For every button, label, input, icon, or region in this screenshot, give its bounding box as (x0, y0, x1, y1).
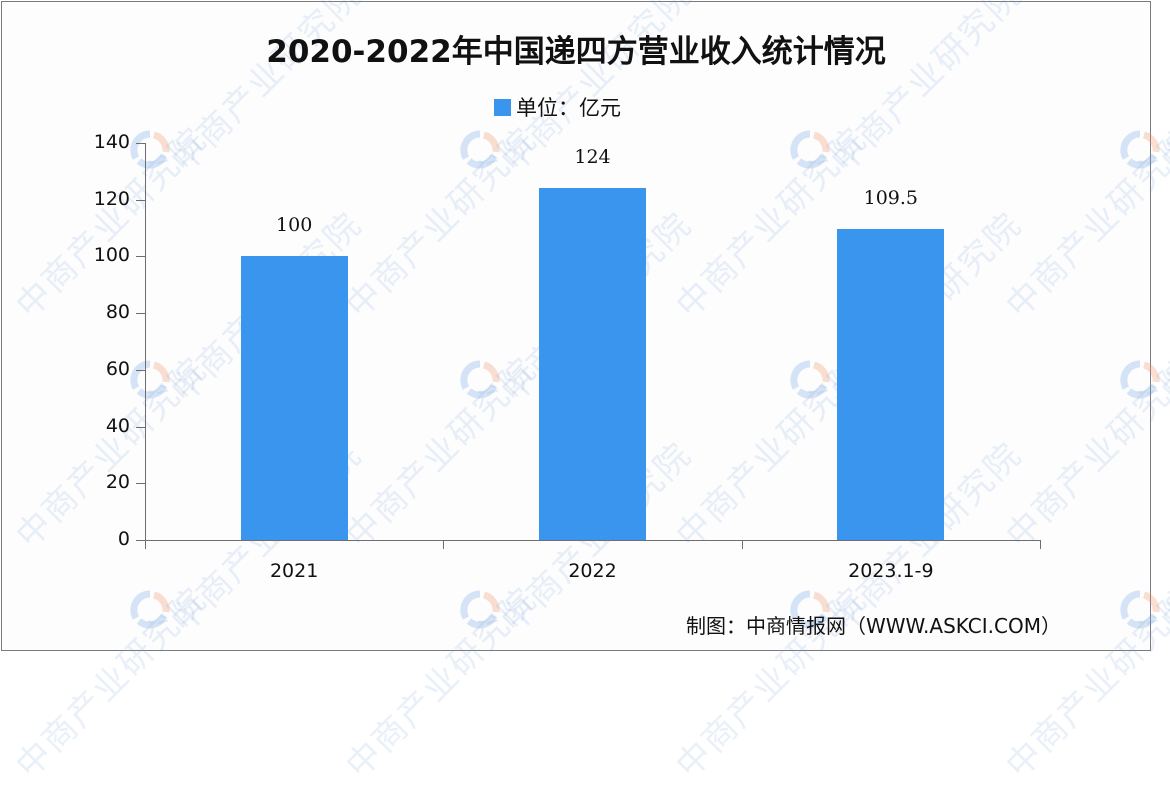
bar-2021 (240, 256, 348, 540)
y-axis-tick (136, 143, 145, 144)
y-axis-tick (136, 540, 145, 541)
legend-swatch-icon (494, 98, 511, 116)
y-axis-tick-label: 40 (105, 414, 130, 437)
chart-title: 2020-2022年中国递四方营业收入统计情况 (266, 34, 886, 70)
legend: 单位：亿元 (494, 92, 621, 122)
x-axis-tick (1040, 540, 1041, 549)
bar-2022 (539, 188, 646, 540)
bar-value-label: 100 (276, 214, 313, 237)
x-axis-category-label: 2023.1-9 (848, 560, 934, 582)
y-axis-tick-label: 80 (105, 301, 130, 324)
y-axis-tick (136, 483, 145, 485)
y-axis-line (145, 143, 146, 541)
x-axis-category-label: 2021 (269, 560, 319, 582)
watermark-text: 中商产业研究院 (1153, 434, 1170, 642)
y-axis-tick-label: 0 (117, 528, 130, 550)
bar-2023.1-9 (837, 229, 945, 540)
y-axis-tick-label: 60 (105, 357, 130, 380)
bar-value-label: 109.5 (863, 187, 919, 210)
y-axis-tick (136, 313, 145, 315)
watermark-text: 中商产业研究院 (1153, 204, 1170, 412)
y-axis-tick (136, 199, 145, 201)
x-axis-tick (443, 540, 445, 549)
y-axis-tick-label: 120 (93, 187, 130, 210)
bar-value-label: 124 (574, 146, 611, 169)
x-axis-tick (741, 540, 743, 549)
y-axis-tick (136, 369, 145, 371)
y-axis-tick (136, 256, 145, 258)
x-axis-line (145, 540, 1041, 541)
x-axis-tick (145, 540, 146, 549)
y-axis-tick (136, 426, 145, 428)
y-axis-tick-label: 100 (93, 244, 130, 267)
x-axis-category-label: 2022 (568, 560, 617, 582)
legend-label: 单位：亿元 (516, 96, 621, 120)
y-axis-tick-label: 20 (105, 471, 130, 494)
source-note: 制图：中商情报网（WWW.ASKCI.COM） (686, 614, 1061, 638)
y-axis-tick-label: 140 (93, 131, 130, 153)
